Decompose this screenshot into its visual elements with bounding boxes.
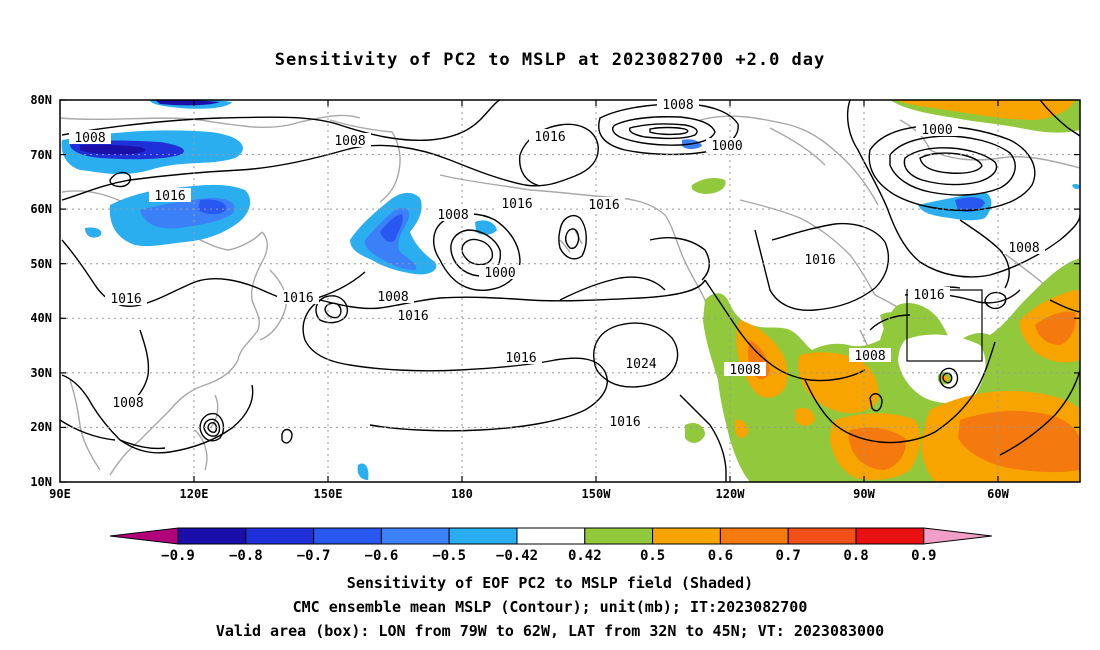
contour-label: 1016: [609, 415, 640, 430]
lat-label: 60N: [30, 202, 52, 216]
map-field: [60, 100, 1080, 482]
contour-label: 1008: [1008, 241, 1039, 256]
colorbar-label: 0.8: [843, 548, 868, 564]
caption-line-1: Sensitivity of EOF PC2 to MSLP field (Sh…: [346, 574, 754, 592]
colorbar-label: −0.7: [297, 548, 331, 564]
colorbar-segment: [652, 527, 721, 545]
colorbar-label: −0.8: [229, 548, 263, 564]
colorbar-segment: [448, 527, 518, 545]
colorbar-label: 0.42: [568, 548, 602, 564]
colorbar-label: −0.9: [161, 548, 195, 564]
caption-line-2: CMC ensemble mean MSLP (Contour); unit(m…: [292, 598, 808, 616]
contour-label: 1008: [377, 290, 408, 305]
contour-label: 1016: [588, 198, 619, 213]
colorbar-label: 0.5: [640, 548, 665, 564]
contour-label: 1024: [625, 357, 656, 372]
lon-label: 120W: [716, 487, 746, 501]
colorbar-segment: [787, 527, 857, 545]
colorbar-label: 0.9: [911, 548, 936, 564]
axis-ticks: [60, 99, 1080, 483]
contour-label: 1016: [397, 309, 428, 324]
contour-label: 1016: [804, 253, 835, 268]
colorbar-label: 0.7: [776, 548, 801, 564]
contour-label: 1016: [913, 288, 944, 303]
lon-label: 150E: [314, 487, 343, 501]
map-frame: [59, 99, 1081, 483]
lon-label: 180: [451, 487, 473, 501]
contour-label: 1000: [921, 123, 952, 138]
lon-label: 60W: [987, 487, 1009, 501]
contour-label: 1008: [662, 98, 693, 113]
lon-label: 90E: [49, 487, 71, 501]
colorbar-label: −0.6: [365, 548, 399, 564]
lon-label: 120E: [180, 487, 209, 501]
lat-label: 30N: [30, 366, 52, 380]
chart-title: Sensitivity of PC2 to MSLP at 2023082700…: [274, 50, 826, 70]
longitude-labels: 90E 120E 150E 180 150W 120W 90W 60W: [49, 487, 1009, 501]
contour-label: 1016: [110, 292, 141, 307]
contour-label: 1008: [334, 134, 365, 149]
lat-label: 10N: [30, 475, 52, 489]
lat-label: 70N: [30, 148, 52, 162]
colorbar-segment: [719, 527, 789, 545]
colorbar-segment: [109, 527, 179, 545]
colorbar-label: 0.6: [708, 548, 733, 564]
colorbar-segment: [313, 527, 382, 545]
contour-value-labels: 1008 1008 1016 1008 1000 1016 1000 1016 …: [69, 97, 1045, 430]
colorbar-segment: [177, 527, 247, 545]
positive-sensitivity-shading: [685, 100, 1080, 482]
caption-line-3: Valid area (box): LON from 79W to 62W, L…: [215, 622, 885, 640]
mslp-contours: [60, 100, 1080, 482]
colorbar-segment: [923, 527, 992, 545]
colorbar-segment: [584, 527, 654, 545]
contour-label: 1008: [112, 396, 143, 411]
contour-label: 1008: [437, 208, 468, 223]
colorbar-segment: [380, 527, 450, 545]
contour-label: 1008: [854, 349, 885, 364]
lon-label: 90W: [853, 487, 875, 501]
colorbar-segment: [245, 527, 315, 545]
lat-label: 50N: [30, 257, 52, 271]
contour-label: 1000: [711, 139, 742, 154]
colorbar-segment: [855, 527, 925, 545]
contour-label: 1016: [501, 197, 532, 212]
contour-label: 1008: [729, 363, 760, 378]
graticule: [60, 100, 1080, 482]
contour-label: 1008: [74, 131, 105, 146]
colorbar-label: −0.42: [496, 548, 538, 564]
contour-label: 1016: [282, 291, 313, 306]
lat-label: 20N: [30, 420, 52, 434]
latitude-labels: 80N 70N 60N 50N 40N 30N 20N 10N: [30, 93, 52, 489]
contour-label: 1016: [154, 189, 185, 204]
colorbar: −0.9 −0.8 −0.7 −0.6 −0.5 −0.42 0.42 0.5 0.6 0.7 0.…: [109, 527, 992, 564]
colorbar-label: −0.5: [432, 548, 466, 564]
contour-label: 1016: [534, 130, 565, 145]
colorbar-segment: [516, 527, 586, 545]
lat-label: 80N: [30, 93, 52, 107]
lon-label: 150W: [582, 487, 612, 501]
contour-label: 1016: [505, 351, 536, 366]
contour-label: 1000: [484, 266, 515, 281]
lat-label: 40N: [30, 311, 52, 325]
